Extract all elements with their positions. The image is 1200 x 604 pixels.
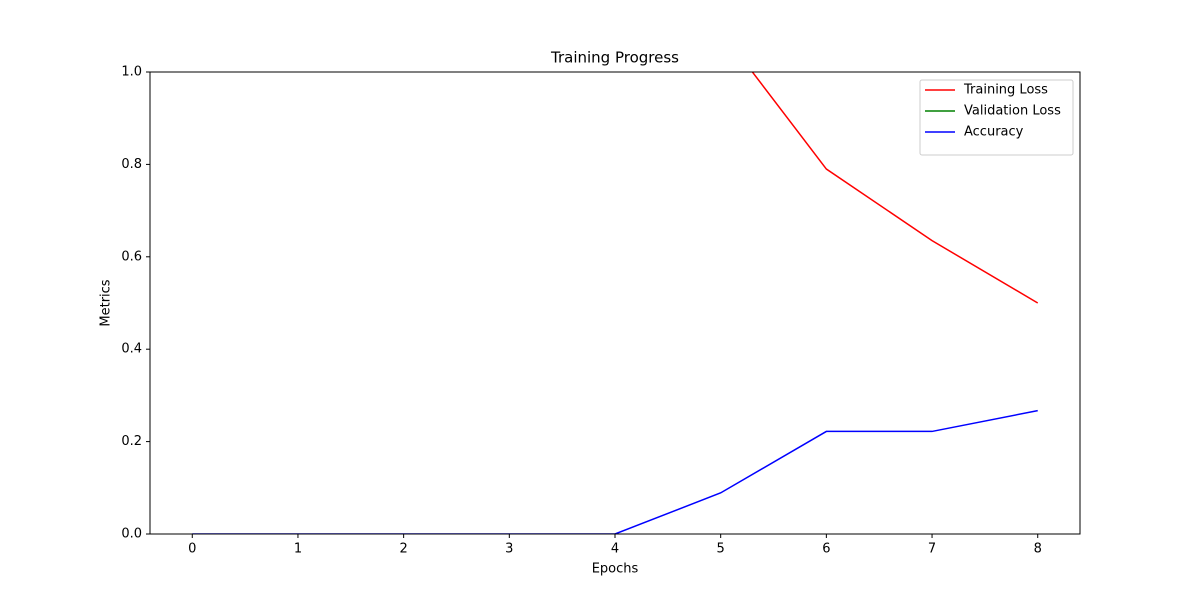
chart-title: Training Progress (550, 49, 679, 67)
x-tick-label: 0 (188, 542, 196, 557)
line-series (751, 72, 1039, 304)
legend-label: Accuracy (964, 125, 1024, 140)
x-tick-label: 5 (717, 542, 725, 557)
plot-lines (192, 72, 1039, 534)
y-tick-label: 0.6 (121, 249, 142, 264)
x-tick-label: 2 (399, 542, 407, 557)
x-tick-label: 3 (505, 542, 513, 557)
line-series (192, 409, 1038, 534)
x-tick-label: 1 (294, 542, 302, 557)
y-axis-label: Metrics (99, 279, 114, 326)
legend-label: Validation Loss (964, 104, 1061, 119)
y-tick-label: 1.0 (121, 65, 142, 80)
x-tick-label: 8 (1034, 542, 1042, 557)
x-tick-label: 6 (822, 542, 830, 557)
y-tick-label: 0.4 (121, 342, 142, 357)
x-tick-label: 4 (611, 542, 619, 557)
x-tick-label: 7 (928, 542, 936, 557)
legend-label: Training Loss (963, 83, 1048, 98)
y-tick-label: 0.2 (121, 434, 142, 449)
y-tick-label: 0.8 (121, 157, 142, 172)
x-axis-label: Epochs (592, 562, 639, 577)
y-tick-label: 0.0 (121, 527, 142, 542)
legend-box (919, 79, 1074, 156)
